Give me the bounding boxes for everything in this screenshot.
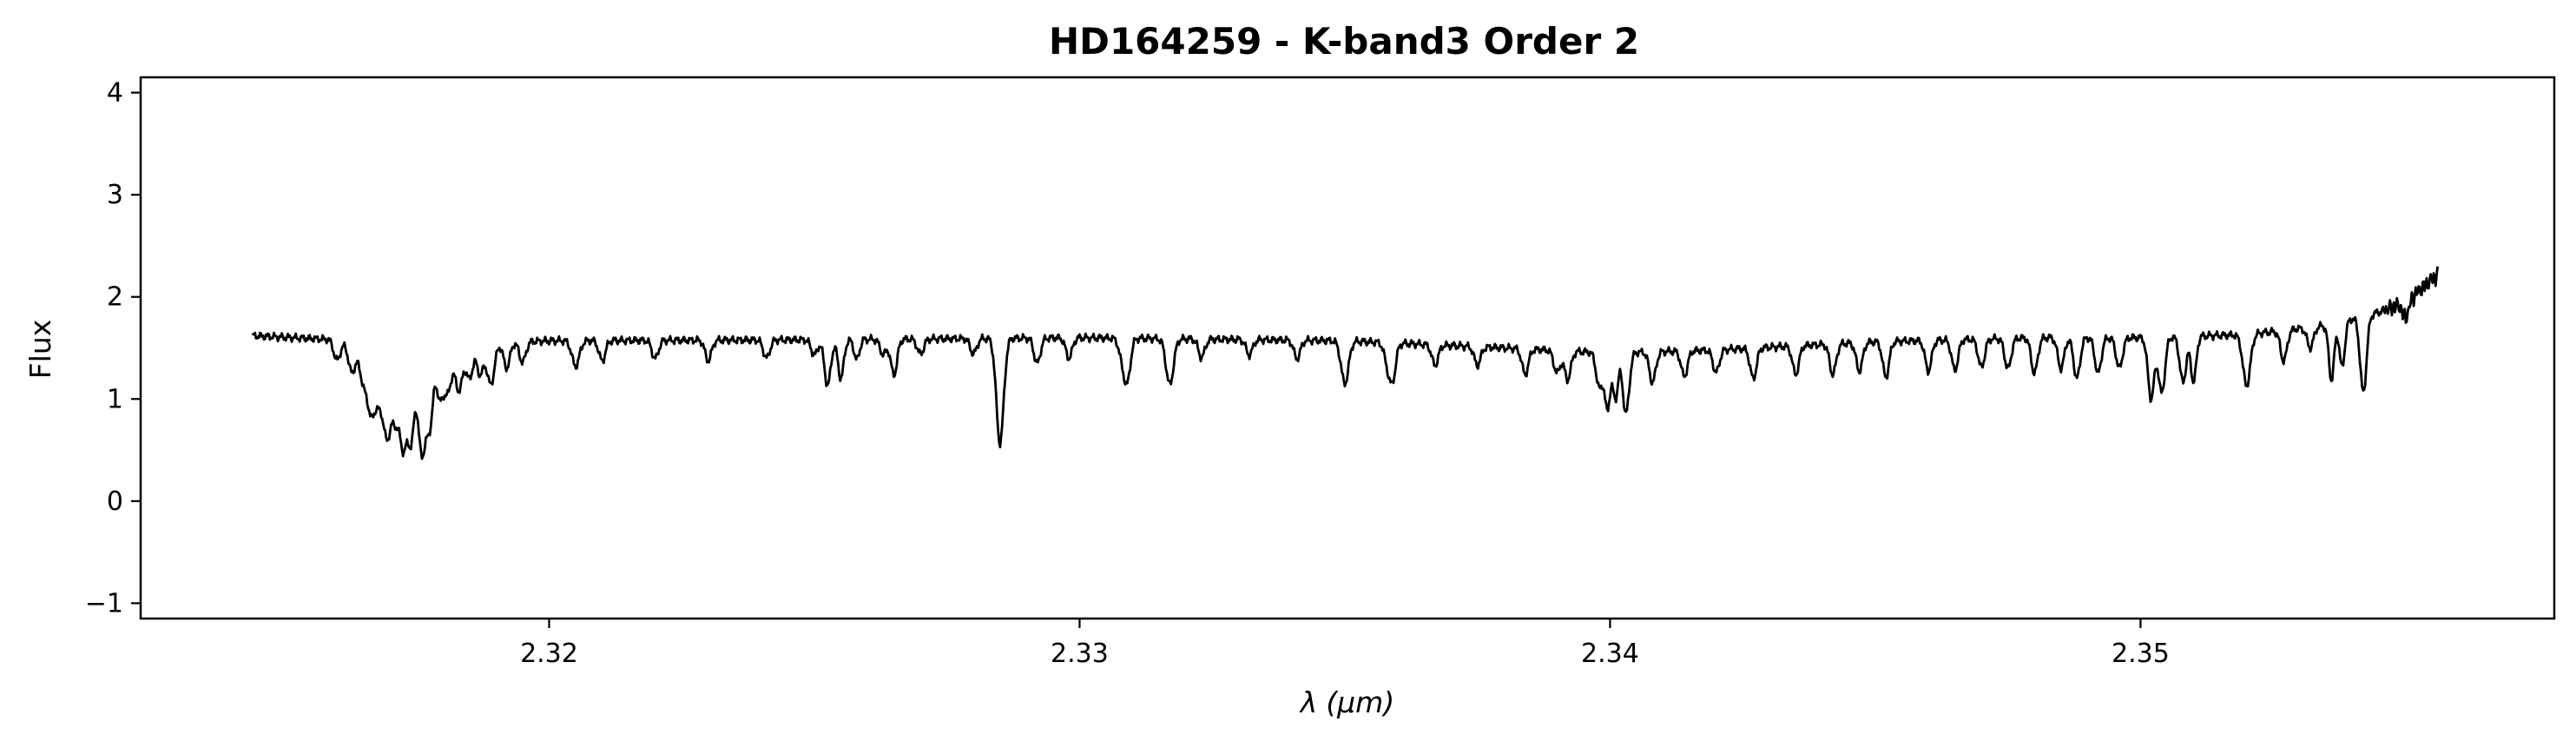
y-tick-label: 4 [107,78,123,109]
spectrum-line [252,266,2439,460]
y-tick-label: 0 [107,487,123,517]
y-tick-label: 2 [107,282,123,313]
x-axis: 2.32 2.33 2.34 2.35 [520,619,2170,669]
y-tick-label: 1 [107,384,123,414]
plot-frame [139,76,2556,620]
y-tick-label: −1 [85,588,123,619]
chart-title: HD164259 - K-band3 Order 2 [1049,20,1639,63]
x-axis-label-unit: (μm) [1326,685,1394,719]
x-tick-label: 2.32 [520,639,578,669]
x-tick-label: 2.34 [1581,639,1639,669]
x-tick-label: 2.35 [2112,639,2170,669]
y-axis: −1 0 1 2 3 4 [85,78,141,619]
x-tick-label: 2.33 [1051,639,1109,669]
plot-area [252,266,2439,460]
y-tick-label: 3 [107,180,123,210]
x-axis-label: λ (μm) [1299,685,1394,719]
y-axis-label: Flux [23,320,57,380]
x-axis-label-symbol: λ [1299,685,1318,719]
